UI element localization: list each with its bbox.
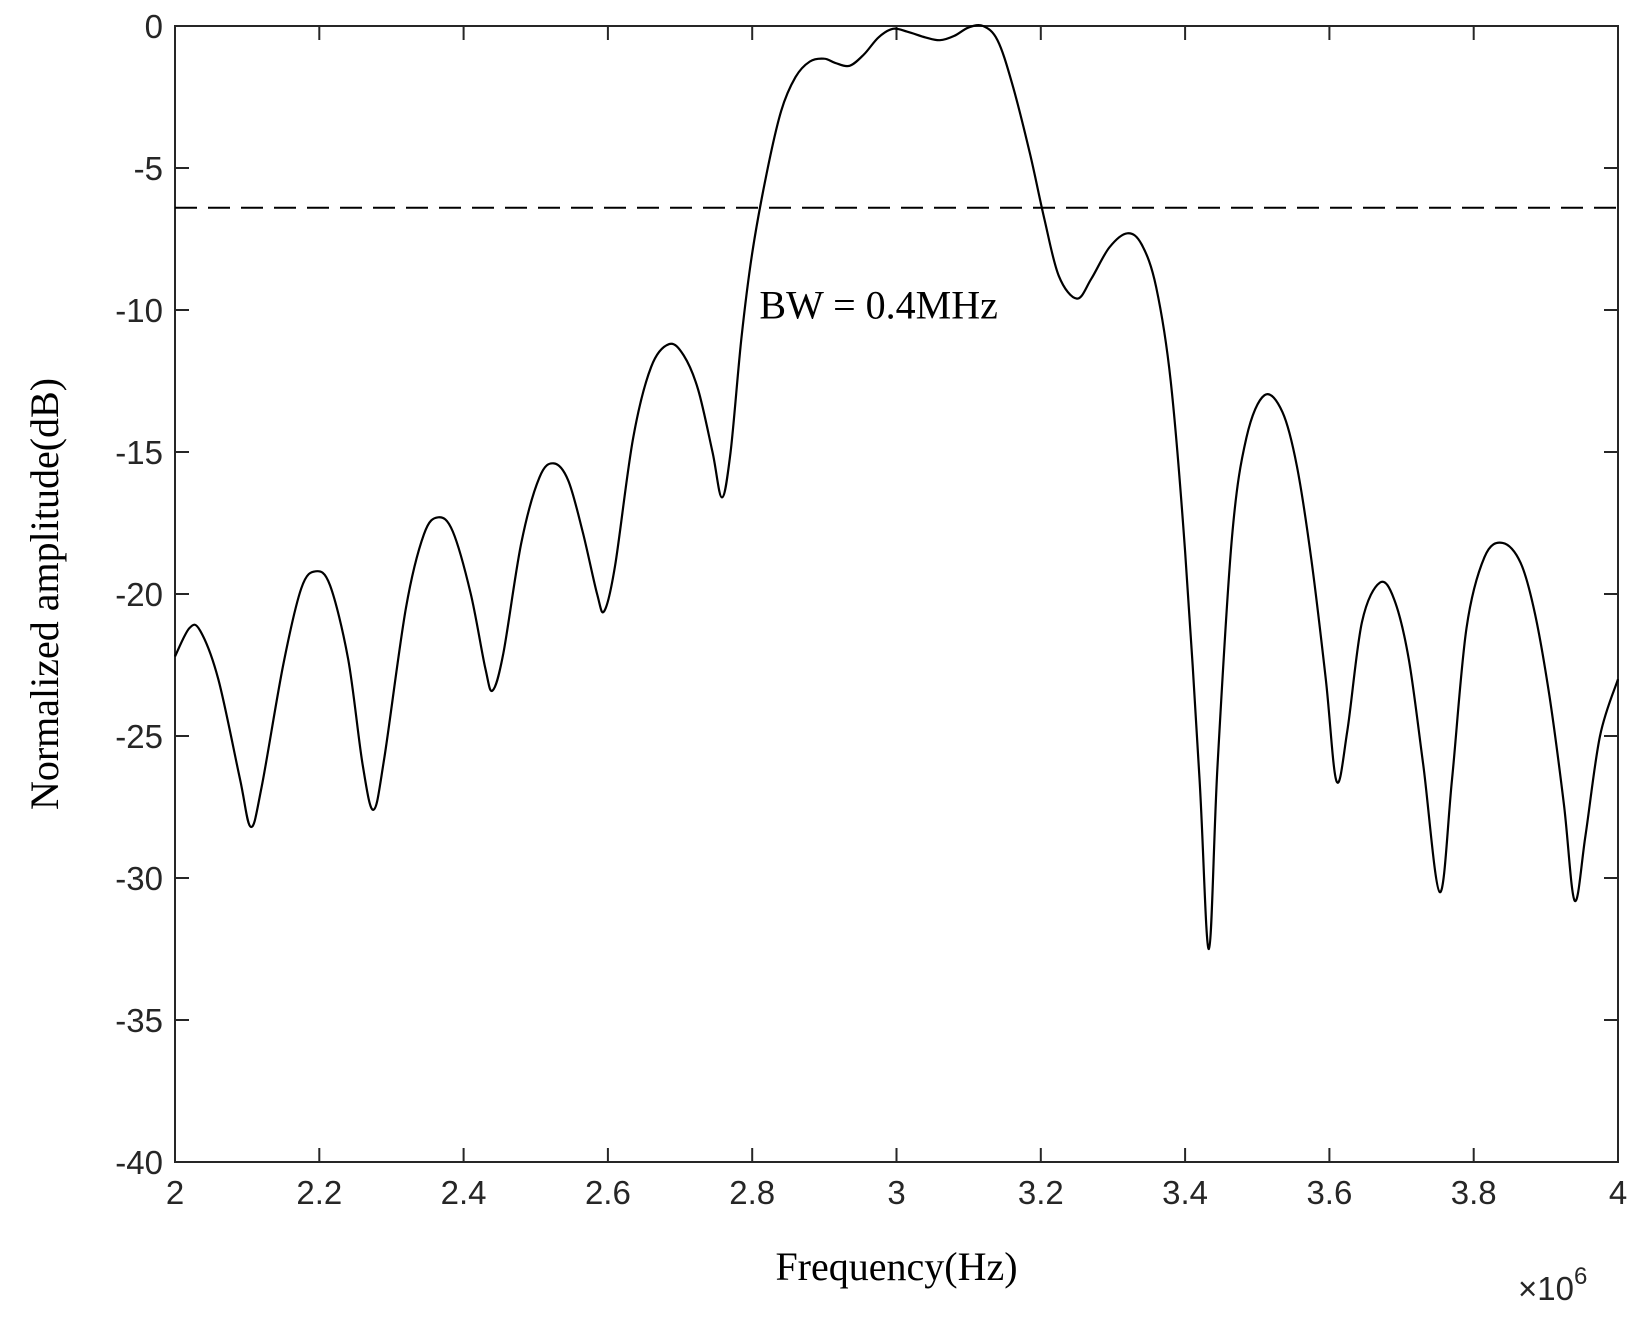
x-tick-label: 3.4	[1162, 1174, 1208, 1211]
x-multiplier-base: ×10	[1518, 1270, 1574, 1307]
x-tick-label: 3.8	[1451, 1174, 1497, 1211]
x-axis-multiplier: ×106	[1518, 1263, 1587, 1307]
y-tick-label: -15	[115, 434, 163, 471]
axes-box	[174, 25, 1619, 1163]
y-tick-label: -5	[134, 150, 163, 187]
y-tick-label: 0	[145, 8, 163, 45]
x-tick-label: 2	[166, 1174, 184, 1211]
y-tick-label: -20	[115, 576, 163, 613]
y-tick-label: -35	[115, 1002, 163, 1039]
x-axis-label: Frequency(Hz)	[775, 1244, 1017, 1289]
x-tick-label: 3.6	[1306, 1174, 1352, 1211]
y-axis-label: Normalized amplitude(dB)	[22, 378, 67, 810]
y-tick-label: -40	[115, 1144, 163, 1181]
x-tick-label: 2.2	[296, 1174, 342, 1211]
x-tick-label: 2.8	[729, 1174, 775, 1211]
x-tick-label: 3.2	[1018, 1174, 1064, 1211]
y-tick-label: -30	[115, 860, 163, 897]
x-tick-label: 2.4	[441, 1174, 487, 1211]
x-tick-label: 4	[1609, 1174, 1627, 1211]
x-axis-ticks: 2 2.2 2.4 2.6 2.8 3 3.2 3.4 3.6 3.8 4	[166, 26, 1627, 1211]
x-multiplier-exponent: 6	[1574, 1263, 1587, 1290]
y-tick-label: -10	[115, 292, 163, 329]
y-axis-ticks: 0 -5 -10 -15 -20 -25 -30 -35 -40	[115, 8, 1618, 1181]
y-tick-label: -25	[115, 718, 163, 755]
series-line	[174, 23, 1620, 951]
x-tick-label: 3	[887, 1174, 905, 1211]
plot-area	[174, 25, 1619, 1163]
x-tick-label: 2.6	[585, 1174, 631, 1211]
bandwidth-annotation: BW = 0.4MHz	[759, 283, 997, 328]
